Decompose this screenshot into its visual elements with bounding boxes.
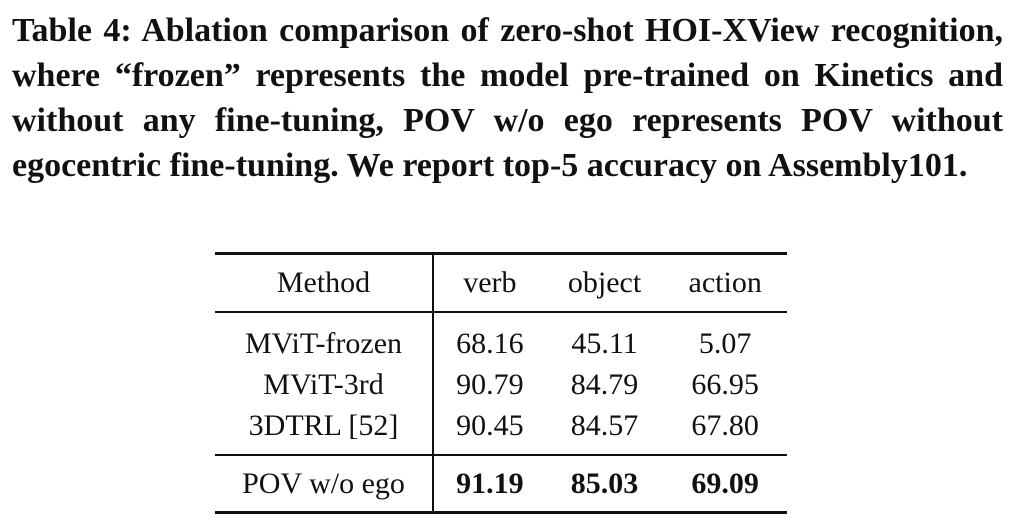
cell-action-best: 69.09 bbox=[663, 454, 787, 514]
cell-verb: 68.16 bbox=[456, 326, 524, 360]
table-row: 3DTRL [52] 90.45 84.57 67.80 bbox=[215, 405, 787, 455]
cell-action: 67.80 bbox=[691, 408, 759, 442]
table-header-row: Method verb object action bbox=[215, 252, 787, 313]
table-row-pov: POV w/o ego 91.19 85.03 69.09 bbox=[215, 454, 787, 514]
cell-method: 3DTRL [52] bbox=[215, 405, 435, 455]
table-caption: Table 4: Ablation comparison of zero-sho… bbox=[12, 12, 1003, 184]
table-row: MViT-3rd 90.79 84.79 66.95 bbox=[215, 364, 787, 405]
ablation-table: Method verb object action MViT-frozen 68… bbox=[215, 252, 787, 514]
cell-verb-best: 91.19 bbox=[433, 454, 546, 514]
table-row: MViT-frozen 68.16 45.11 5.07 bbox=[215, 312, 787, 364]
cell-method: MViT-frozen bbox=[215, 312, 435, 364]
ablation-table-container: Method verb object action MViT-frozen 68… bbox=[215, 252, 787, 514]
cell-action: 66.95 bbox=[691, 367, 759, 401]
cell-method: MViT-3rd bbox=[215, 364, 435, 405]
cell-action: 5.07 bbox=[698, 326, 752, 360]
cell-object: 84.57 bbox=[570, 408, 639, 442]
cell-object: 45.11 bbox=[571, 326, 638, 360]
cell-method: POV w/o ego bbox=[215, 454, 435, 514]
header-object: object bbox=[545, 252, 664, 313]
cell-verb: 90.79 bbox=[456, 367, 524, 401]
cell-verb: 90.45 bbox=[456, 408, 524, 442]
cell-object: 84.79 bbox=[570, 367, 639, 401]
header-verb: verb bbox=[433, 252, 546, 313]
cell-object-best: 85.03 bbox=[545, 454, 664, 514]
header-action: action bbox=[663, 252, 787, 313]
header-method: Method bbox=[215, 252, 435, 313]
